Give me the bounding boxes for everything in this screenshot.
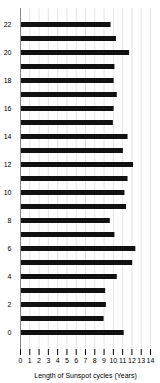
svg-text:20: 20 bbox=[4, 49, 12, 56]
svg-text:10: 10 bbox=[4, 189, 12, 196]
svg-text:0: 0 bbox=[8, 329, 12, 336]
svg-text:Length of Sunspot cycles (Year: Length of Sunspot cycles (Years) bbox=[34, 372, 136, 380]
svg-text:18: 18 bbox=[4, 77, 12, 84]
svg-text:13: 13 bbox=[137, 357, 145, 364]
svg-text:2: 2 bbox=[37, 357, 41, 364]
svg-text:11: 11 bbox=[119, 357, 126, 364]
svg-text:22: 22 bbox=[4, 21, 12, 28]
svg-text:12: 12 bbox=[4, 161, 12, 168]
svg-text:12: 12 bbox=[128, 357, 136, 364]
svg-text:8: 8 bbox=[93, 357, 97, 364]
svg-text:14: 14 bbox=[4, 133, 12, 140]
svg-text:1: 1 bbox=[28, 357, 32, 364]
svg-text:4: 4 bbox=[56, 357, 60, 364]
svg-text:16: 16 bbox=[4, 105, 12, 112]
svg-text:7: 7 bbox=[84, 357, 88, 364]
svg-text:8: 8 bbox=[8, 217, 12, 224]
svg-text:3: 3 bbox=[46, 357, 50, 364]
svg-text:0: 0 bbox=[19, 357, 23, 364]
svg-text:6: 6 bbox=[8, 245, 12, 252]
svg-text:10: 10 bbox=[109, 357, 117, 364]
svg-text:4: 4 bbox=[8, 273, 12, 280]
svg-text:5: 5 bbox=[65, 357, 69, 364]
svg-text:14: 14 bbox=[147, 357, 155, 364]
svg-text:2: 2 bbox=[8, 301, 12, 308]
svg-text:6: 6 bbox=[74, 357, 78, 364]
svg-text:9: 9 bbox=[102, 357, 106, 364]
